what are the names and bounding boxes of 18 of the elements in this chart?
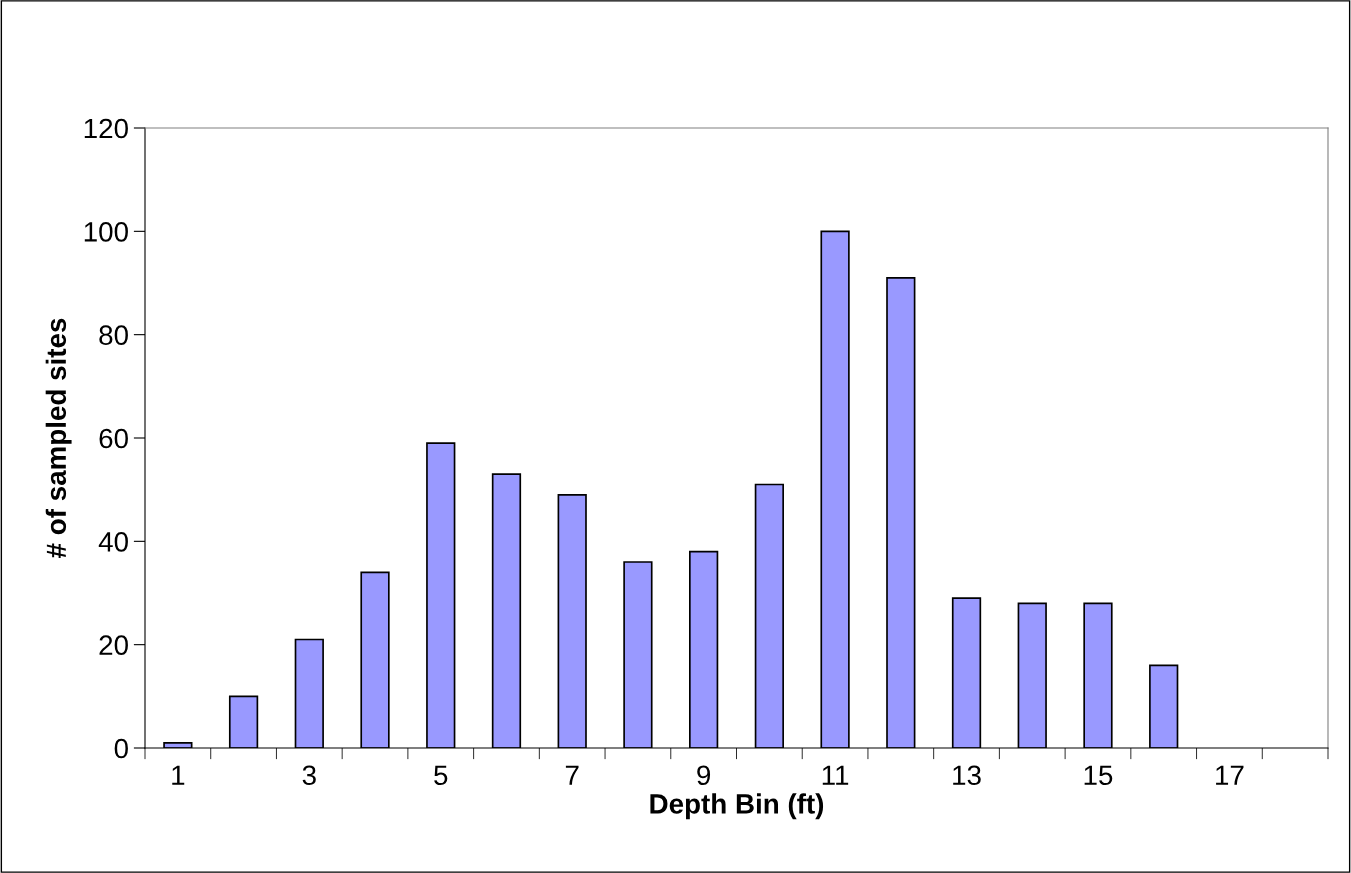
y-tick-label: 0	[114, 738, 128, 759]
x-tick-label: 11	[822, 765, 849, 785]
y-axis-title: # of sampled sites	[45, 318, 72, 558]
y-tick-label: 100	[84, 222, 128, 242]
y-tick-label: 40	[98, 532, 128, 552]
x-tick-label: 15	[1084, 765, 1113, 786]
x-tick-label: 5	[434, 765, 448, 786]
y-tick-label: 80	[99, 325, 128, 346]
x-tick-label: 9	[697, 765, 711, 786]
x-tick-label: 3	[302, 765, 316, 786]
y-tick-label: 60	[99, 428, 128, 449]
x-axis-title: Depth Bin (ft)	[650, 793, 824, 820]
y-tick-label: 120	[84, 118, 128, 139]
x-tick-label: 7	[565, 765, 579, 785]
x-tick-label: 13	[953, 765, 981, 786]
y-tick-label: 20	[99, 635, 128, 656]
x-tick-label: 1	[172, 765, 185, 785]
x-tick-label: 17	[1216, 765, 1244, 785]
